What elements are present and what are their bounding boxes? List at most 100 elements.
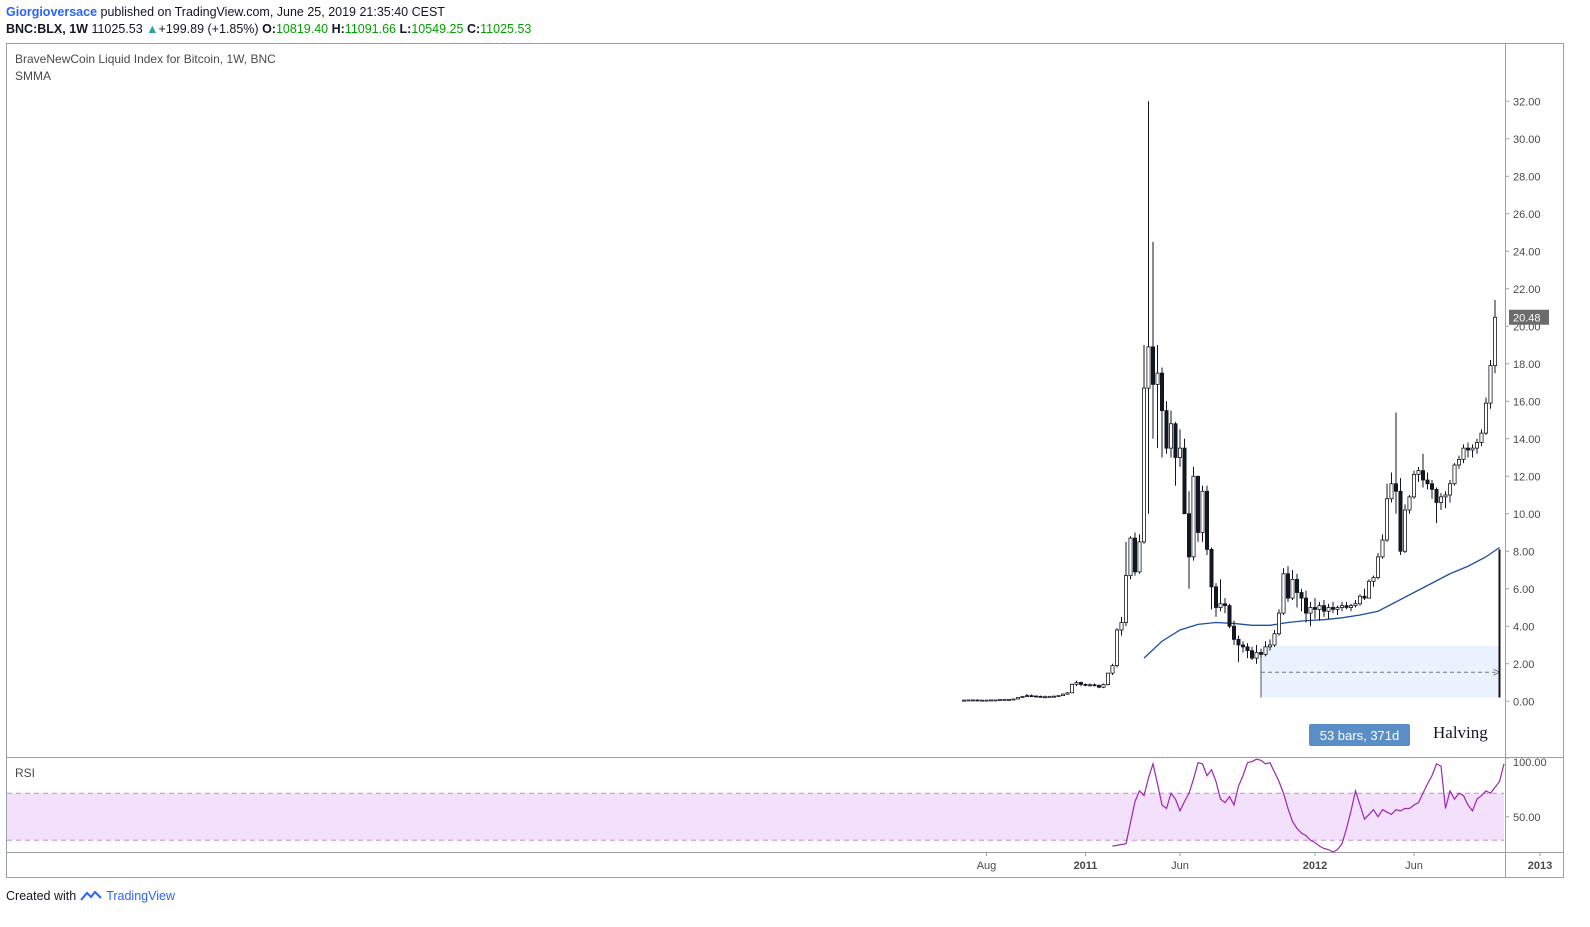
candle [1101,683,1106,689]
candle-body [1151,346,1156,385]
candle-body [1340,605,1345,608]
candle-body [1020,695,1025,698]
candle-body [1268,644,1273,648]
candle [975,699,980,702]
candle [1322,600,1327,617]
pane-title: BraveNewCoin Liquid Index for Bitcoin, 1… [15,52,276,66]
candle-body [1205,490,1210,550]
candle [1398,478,1403,555]
candle-body [1137,541,1142,573]
candle [1421,453,1426,488]
candle-body [1038,695,1043,698]
candle-body [1106,672,1111,685]
candle [1304,590,1309,623]
candle-body [1439,496,1444,503]
candle [1290,570,1295,600]
candle-body [1097,685,1102,688]
candle [1025,693,1030,698]
price-tick-label: 28.00 [1513,171,1541,183]
candle-body [1331,607,1336,610]
candle [1430,480,1435,499]
candle [998,699,1003,701]
price-axis[interactable]: 0.00 2.00 4.00 6.00 8.00 10.00 12.00 14.00 16.00… [1505,96,1541,708]
price-tick-label: 30.00 [1513,134,1541,146]
candle [1475,438,1480,454]
candle [1407,495,1412,514]
candle-body [1326,607,1331,612]
candle-body [1245,646,1250,652]
candle-body [1425,479,1430,485]
candle [1331,601,1336,614]
candle [1403,504,1408,554]
candle [1074,680,1079,687]
up-arrow-icon: ▲ [146,22,159,36]
price-tick-label: 0.00 [1513,696,1534,708]
candle [1295,573,1300,608]
change-value: +199.89 (+1.85%) [158,22,259,36]
candle-body [1322,605,1327,612]
candle-body [1052,695,1057,698]
candle [1362,588,1367,600]
high-value: 11091.66 [344,22,397,36]
candle [1173,421,1178,486]
candle-body [1416,470,1421,475]
rsi-axis: 50.00 100.00 [1505,757,1547,824]
candle [1128,536,1133,580]
symbol-label: BNC:BLX, 1W [6,22,88,36]
rsi-label: RSI [15,766,35,780]
price-tick-label: 12.00 [1513,471,1541,483]
candle-body [1142,387,1147,543]
candle-body [1443,494,1448,498]
close-value: 11025.53 [480,22,532,36]
candle-body [1367,580,1372,599]
price-marker-box [1509,309,1549,325]
candle [1232,620,1237,645]
smma-line [1143,546,1500,659]
time-tick-label: Jun [1405,860,1423,872]
header-ohlc-line: BNC:BLX, 1W 11025.53 ▲+199.89 (+1.85%) O… [6,22,531,36]
candle-body [1308,607,1313,614]
smma-series [1143,546,1500,659]
time-tick-label: 2013 [1528,860,1552,872]
candle [1416,466,1421,482]
candle-body [998,699,1003,701]
candle [1056,695,1061,698]
time-tick-label: Jun [1171,860,1189,872]
time-axis[interactable]: Aug 2011 Jun 2012 Jun 2013 [977,852,1553,872]
candle [1367,579,1372,599]
candle [1335,605,1340,615]
author-link[interactable]: Giorgioversace [6,5,98,19]
candle [1115,628,1120,668]
candle-body [1358,595,1363,605]
candle [1484,397,1489,435]
candle-body [1155,372,1160,385]
candle-body [1317,605,1322,610]
candle-body [1380,539,1385,558]
candle [1389,472,1394,503]
published-text: published on TradingView.com, June 25, 2… [100,5,445,19]
candle [1169,410,1174,458]
candle [1043,695,1048,699]
candle-body [1133,537,1138,573]
candle [1196,475,1201,542]
candle [1088,683,1093,687]
time-tick-label: 2011 [1074,860,1098,872]
rsi-tick-label: 100.00 [1513,757,1547,769]
candle [1412,470,1417,499]
candle [1119,616,1124,636]
candle [1020,695,1025,698]
candle [1124,541,1129,627]
candle-body [1493,316,1498,367]
candle-body [1034,695,1039,698]
candle [1466,442,1471,458]
candle [1493,300,1498,374]
candle [984,699,989,702]
tradingview-brand[interactable]: TradingView [106,889,175,903]
candle [1047,695,1052,698]
range-measure-group [1260,645,1501,698]
price-tick-label: 24.00 [1513,246,1541,258]
price-tick-label: 10.00 [1513,509,1541,521]
candle [1250,646,1255,660]
candle-body [1007,698,1012,701]
